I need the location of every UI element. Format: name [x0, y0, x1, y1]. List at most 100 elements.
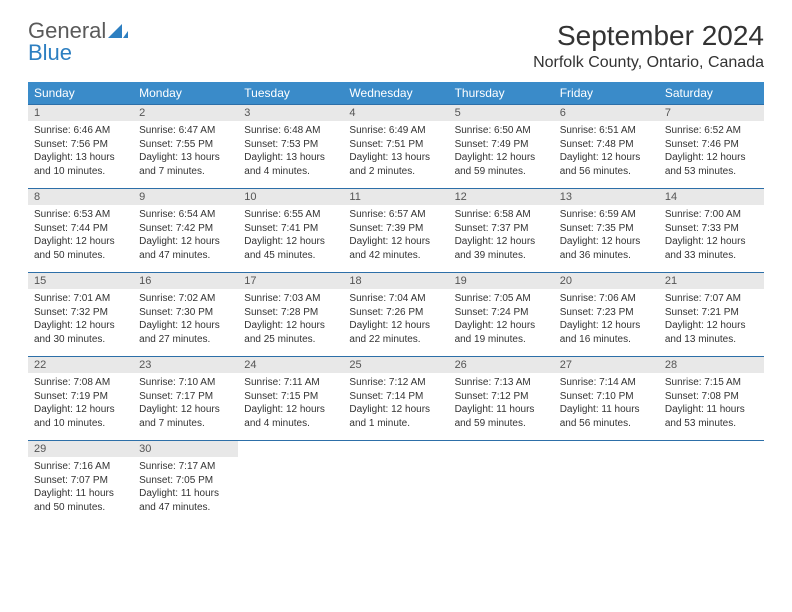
- calendar-cell: 9Sunrise: 6:54 AMSunset: 7:42 PMDaylight…: [133, 189, 238, 273]
- weekday-header: Wednesday: [343, 82, 448, 105]
- calendar-table: SundayMondayTuesdayWednesdayThursdayFrid…: [28, 82, 764, 525]
- day-body: Sunrise: 6:51 AMSunset: 7:48 PMDaylight:…: [554, 121, 659, 181]
- calendar-cell: 21Sunrise: 7:07 AMSunset: 7:21 PMDayligh…: [659, 273, 764, 357]
- month-title: September 2024: [533, 20, 764, 52]
- calendar-cell: 11Sunrise: 6:57 AMSunset: 7:39 PMDayligh…: [343, 189, 448, 273]
- day-number: 3: [238, 105, 343, 121]
- calendar-cell: 20Sunrise: 7:06 AMSunset: 7:23 PMDayligh…: [554, 273, 659, 357]
- day-number: 8: [28, 189, 133, 205]
- day-body: Sunrise: 7:07 AMSunset: 7:21 PMDaylight:…: [659, 289, 764, 349]
- calendar-cell: 24Sunrise: 7:11 AMSunset: 7:15 PMDayligh…: [238, 357, 343, 441]
- day-number: 13: [554, 189, 659, 205]
- day-body: Sunrise: 7:00 AMSunset: 7:33 PMDaylight:…: [659, 205, 764, 265]
- day-number: 6: [554, 105, 659, 121]
- day-number: 19: [449, 273, 554, 289]
- calendar-cell: 28Sunrise: 7:15 AMSunset: 7:08 PMDayligh…: [659, 357, 764, 441]
- day-body: Sunrise: 6:46 AMSunset: 7:56 PMDaylight:…: [28, 121, 133, 181]
- day-number: 28: [659, 357, 764, 373]
- day-number: 12: [449, 189, 554, 205]
- calendar-cell: 15Sunrise: 7:01 AMSunset: 7:32 PMDayligh…: [28, 273, 133, 357]
- day-number: 7: [659, 105, 764, 121]
- day-body: Sunrise: 6:55 AMSunset: 7:41 PMDaylight:…: [238, 205, 343, 265]
- day-body: Sunrise: 7:02 AMSunset: 7:30 PMDaylight:…: [133, 289, 238, 349]
- calendar-cell: 14Sunrise: 7:00 AMSunset: 7:33 PMDayligh…: [659, 189, 764, 273]
- day-number: 21: [659, 273, 764, 289]
- calendar-cell: 3Sunrise: 6:48 AMSunset: 7:53 PMDaylight…: [238, 105, 343, 189]
- day-number: 4: [343, 105, 448, 121]
- day-number: 30: [133, 441, 238, 457]
- calendar-week-row: 1Sunrise: 6:46 AMSunset: 7:56 PMDaylight…: [28, 105, 764, 189]
- day-body: Sunrise: 7:12 AMSunset: 7:14 PMDaylight:…: [343, 373, 448, 433]
- weekday-header: Tuesday: [238, 82, 343, 105]
- calendar-cell: 22Sunrise: 7:08 AMSunset: 7:19 PMDayligh…: [28, 357, 133, 441]
- day-number: 27: [554, 357, 659, 373]
- day-number: 23: [133, 357, 238, 373]
- calendar-cell: 18Sunrise: 7:04 AMSunset: 7:26 PMDayligh…: [343, 273, 448, 357]
- calendar-cell: 30Sunrise: 7:17 AMSunset: 7:05 PMDayligh…: [133, 441, 238, 525]
- day-body: Sunrise: 7:11 AMSunset: 7:15 PMDaylight:…: [238, 373, 343, 433]
- calendar-cell: [554, 441, 659, 525]
- calendar-cell: 2Sunrise: 6:47 AMSunset: 7:55 PMDaylight…: [133, 105, 238, 189]
- day-body: Sunrise: 7:05 AMSunset: 7:24 PMDaylight:…: [449, 289, 554, 349]
- day-number: 24: [238, 357, 343, 373]
- day-number: 10: [238, 189, 343, 205]
- logo: General Blue: [28, 20, 128, 64]
- calendar-cell: 4Sunrise: 6:49 AMSunset: 7:51 PMDaylight…: [343, 105, 448, 189]
- calendar-cell: [659, 441, 764, 525]
- calendar-cell: 17Sunrise: 7:03 AMSunset: 7:28 PMDayligh…: [238, 273, 343, 357]
- day-body: Sunrise: 6:48 AMSunset: 7:53 PMDaylight:…: [238, 121, 343, 181]
- day-number: 1: [28, 105, 133, 121]
- calendar-week-row: 8Sunrise: 6:53 AMSunset: 7:44 PMDaylight…: [28, 189, 764, 273]
- day-body: Sunrise: 6:57 AMSunset: 7:39 PMDaylight:…: [343, 205, 448, 265]
- calendar-cell: 27Sunrise: 7:14 AMSunset: 7:10 PMDayligh…: [554, 357, 659, 441]
- calendar-cell: [343, 441, 448, 525]
- day-body: Sunrise: 7:03 AMSunset: 7:28 PMDaylight:…: [238, 289, 343, 349]
- calendar-cell: 1Sunrise: 6:46 AMSunset: 7:56 PMDaylight…: [28, 105, 133, 189]
- day-body: Sunrise: 6:53 AMSunset: 7:44 PMDaylight:…: [28, 205, 133, 265]
- calendar-cell: 16Sunrise: 7:02 AMSunset: 7:30 PMDayligh…: [133, 273, 238, 357]
- calendar-cell: 12Sunrise: 6:58 AMSunset: 7:37 PMDayligh…: [449, 189, 554, 273]
- weekday-header: Friday: [554, 82, 659, 105]
- day-number: 17: [238, 273, 343, 289]
- day-body: Sunrise: 7:14 AMSunset: 7:10 PMDaylight:…: [554, 373, 659, 433]
- day-number: 18: [343, 273, 448, 289]
- calendar-body: 1Sunrise: 6:46 AMSunset: 7:56 PMDaylight…: [28, 105, 764, 525]
- calendar-cell: 23Sunrise: 7:10 AMSunset: 7:17 PMDayligh…: [133, 357, 238, 441]
- day-number: 16: [133, 273, 238, 289]
- calendar-cell: 29Sunrise: 7:16 AMSunset: 7:07 PMDayligh…: [28, 441, 133, 525]
- day-body: Sunrise: 7:10 AMSunset: 7:17 PMDaylight:…: [133, 373, 238, 433]
- calendar-cell: 26Sunrise: 7:13 AMSunset: 7:12 PMDayligh…: [449, 357, 554, 441]
- day-body: Sunrise: 6:52 AMSunset: 7:46 PMDaylight:…: [659, 121, 764, 181]
- logo-second: Blue: [28, 40, 72, 65]
- location: Norfolk County, Ontario, Canada: [533, 54, 764, 72]
- day-body: Sunrise: 6:47 AMSunset: 7:55 PMDaylight:…: [133, 121, 238, 181]
- day-number: 5: [449, 105, 554, 121]
- logo-sail-icon: [108, 20, 128, 42]
- day-number: 2: [133, 105, 238, 121]
- calendar-cell: 19Sunrise: 7:05 AMSunset: 7:24 PMDayligh…: [449, 273, 554, 357]
- calendar-cell: 25Sunrise: 7:12 AMSunset: 7:14 PMDayligh…: [343, 357, 448, 441]
- calendar-cell: 6Sunrise: 6:51 AMSunset: 7:48 PMDaylight…: [554, 105, 659, 189]
- header: General Blue September 2024 Norfolk Coun…: [28, 20, 764, 72]
- calendar-week-row: 22Sunrise: 7:08 AMSunset: 7:19 PMDayligh…: [28, 357, 764, 441]
- day-number: 11: [343, 189, 448, 205]
- day-body: Sunrise: 6:59 AMSunset: 7:35 PMDaylight:…: [554, 205, 659, 265]
- weekday-header: Monday: [133, 82, 238, 105]
- day-number: 29: [28, 441, 133, 457]
- day-number: 15: [28, 273, 133, 289]
- weekday-header: Sunday: [28, 82, 133, 105]
- day-body: Sunrise: 7:04 AMSunset: 7:26 PMDaylight:…: [343, 289, 448, 349]
- calendar-cell: [449, 441, 554, 525]
- day-body: Sunrise: 7:15 AMSunset: 7:08 PMDaylight:…: [659, 373, 764, 433]
- title-block: September 2024 Norfolk County, Ontario, …: [533, 20, 764, 72]
- calendar-week-row: 29Sunrise: 7:16 AMSunset: 7:07 PMDayligh…: [28, 441, 764, 525]
- day-body: Sunrise: 7:01 AMSunset: 7:32 PMDaylight:…: [28, 289, 133, 349]
- day-body: Sunrise: 7:16 AMSunset: 7:07 PMDaylight:…: [28, 457, 133, 517]
- weekday-header-row: SundayMondayTuesdayWednesdayThursdayFrid…: [28, 82, 764, 105]
- calendar-week-row: 15Sunrise: 7:01 AMSunset: 7:32 PMDayligh…: [28, 273, 764, 357]
- day-number: 14: [659, 189, 764, 205]
- calendar-cell: 8Sunrise: 6:53 AMSunset: 7:44 PMDaylight…: [28, 189, 133, 273]
- weekday-header: Thursday: [449, 82, 554, 105]
- day-body: Sunrise: 7:13 AMSunset: 7:12 PMDaylight:…: [449, 373, 554, 433]
- calendar-cell: 5Sunrise: 6:50 AMSunset: 7:49 PMDaylight…: [449, 105, 554, 189]
